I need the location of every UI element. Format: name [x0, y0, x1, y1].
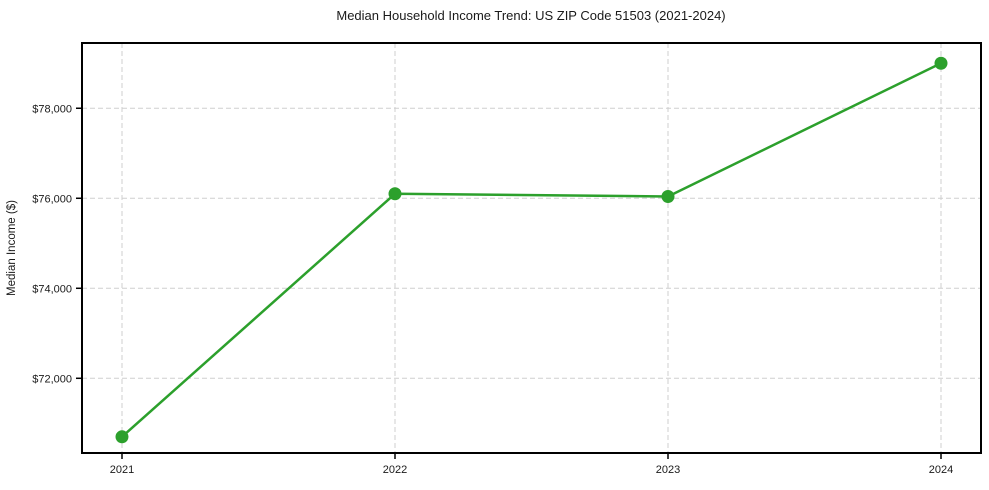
y-tick-label: $78,000	[32, 103, 72, 115]
x-tick-label: 2024	[929, 464, 953, 476]
y-tick-label: $76,000	[32, 193, 72, 205]
y-tick-label: $72,000	[32, 373, 72, 385]
trend-line	[120, 62, 943, 439]
x-tick-label: 2021	[110, 464, 134, 476]
data-point-marker	[934, 56, 948, 70]
y-tick-label: $74,000	[32, 283, 72, 295]
plot-border	[81, 42, 982, 454]
y-axis-label: Median Income ($)	[6, 200, 18, 296]
data-point-marker	[388, 187, 402, 201]
data-point-marker	[661, 189, 675, 203]
data-point-marker	[115, 430, 129, 444]
chart-title: Median Household Income Trend: US ZIP Co…	[336, 8, 725, 23]
x-tick-label: 2023	[656, 464, 680, 476]
x-tick-label: 2022	[383, 464, 407, 476]
